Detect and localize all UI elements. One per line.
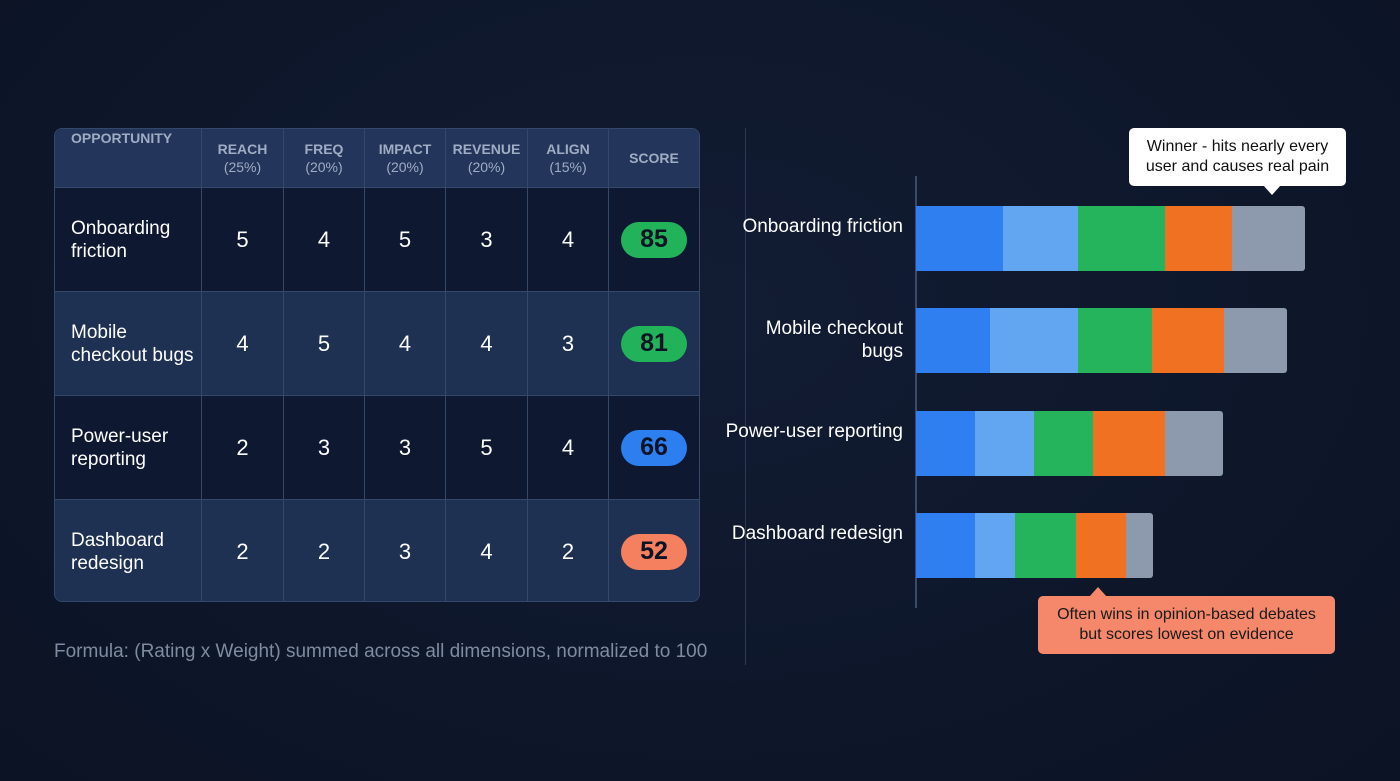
rating-cell: 5 — [446, 396, 528, 500]
rating-cell: 2 — [284, 500, 365, 601]
table-row: Dashboard redesign 2 2 3 4 2 52 — [55, 500, 699, 601]
bar-segment-freq — [1002, 206, 1078, 271]
bar-segment-reach — [916, 206, 1003, 271]
rating-cell: 3 — [446, 188, 528, 292]
header-revenue: REVENUE (20%) — [446, 129, 528, 188]
bar-segment-align — [1164, 411, 1223, 476]
scoring-table: OPPORTUNITY REACH (25%) FREQ (20%) IMPACT (20%… — [54, 128, 700, 602]
table-row: Power-user reporting 2 3 3 5 4 66 — [55, 396, 699, 500]
rating-cell: 3 — [284, 396, 365, 500]
bar-segment-revenue — [1152, 308, 1224, 373]
bar-label: Mobile checkout bugs — [765, 318, 903, 362]
bar-segment-freq — [975, 411, 1035, 476]
rating-cell: 4 — [202, 292, 284, 396]
score-badge: 81 — [621, 325, 687, 362]
bar-segment-align — [1125, 513, 1153, 578]
score-badge: 85 — [621, 221, 687, 258]
header-label: REVENUE — [452, 141, 521, 157]
header-weight: (20%) — [467, 159, 506, 175]
bar-segment-align — [1223, 308, 1287, 373]
header-label: FREQ — [304, 141, 344, 157]
opportunity-name: Dashboard redesign — [55, 500, 202, 601]
header-align: ALIGN (15%) — [528, 129, 609, 188]
rating-cell: 5 — [365, 188, 446, 292]
header-score: SCORE — [609, 129, 699, 188]
stacked-bar — [916, 513, 1153, 578]
header-reach: REACH (25%) — [202, 129, 284, 188]
score-cell: 81 — [609, 292, 699, 396]
opportunity-name: Power-user reporting — [55, 396, 202, 500]
bar-segment-freq — [975, 513, 1015, 578]
header-weight: (25%) — [223, 159, 262, 175]
score-cell: 66 — [609, 396, 699, 500]
opportunity-name: Mobile checkout bugs — [55, 292, 202, 396]
header-impact: IMPACT (20%) — [365, 129, 446, 188]
rating-cell: 4 — [365, 292, 446, 396]
rating-cell: 3 — [365, 396, 446, 500]
header-weight: (15%) — [549, 159, 587, 175]
winner-callout: Winner - hits nearly every user and caus… — [1129, 128, 1346, 195]
formula-note: Formula: (Rating x Weight) summed across… — [54, 641, 708, 662]
table-row: Mobile checkout bugs 4 5 4 4 3 81 — [55, 292, 699, 396]
score-cell: 52 — [609, 500, 699, 601]
header-freq: FREQ (20%) — [284, 129, 365, 188]
bar-segment-reach — [916, 308, 991, 373]
bar-segment-reach — [916, 411, 976, 476]
opportunity-name: Onboarding friction — [55, 188, 202, 292]
bar-label: Power-user reporting — [725, 421, 903, 442]
header-weight: (20%) — [386, 159, 424, 175]
rating-cell: 5 — [202, 188, 284, 292]
header-weight: (20%) — [305, 159, 343, 175]
rating-cell: 2 — [202, 500, 284, 601]
bar-segment-revenue — [1164, 206, 1232, 271]
bar-segment-revenue — [1075, 513, 1126, 578]
header-label: IMPACT — [378, 141, 432, 157]
rating-cell: 2 — [528, 500, 609, 601]
header-label: ALIGN — [546, 141, 590, 157]
header-label: SCORE — [629, 150, 679, 166]
divider — [745, 128, 746, 665]
chart-axis — [915, 176, 917, 608]
table-header: OPPORTUNITY REACH (25%) FREQ (20%) IMPACT (20%… — [55, 129, 699, 188]
table-row: Onboarding friction 5 4 5 3 4 85 — [55, 188, 699, 292]
bar-segment-impact — [1077, 308, 1153, 373]
rating-cell: 3 — [365, 500, 446, 601]
rating-cell: 4 — [446, 500, 528, 601]
bar-segment-freq — [990, 308, 1078, 373]
rating-cell: 4 — [528, 188, 609, 292]
stacked-bar — [916, 411, 1223, 476]
bar-label: Dashboard redesign — [731, 523, 903, 544]
stacked-bar — [916, 308, 1287, 373]
header-opportunity: OPPORTUNITY — [55, 129, 202, 188]
rating-cell: 4 — [528, 396, 609, 500]
rating-cell: 5 — [284, 292, 365, 396]
bar-segment-reach — [916, 513, 976, 578]
opinion-callout: Often wins in opinion-based debates but … — [1038, 587, 1335, 654]
bar-segment-impact — [1077, 206, 1165, 271]
header-label: OPPORTUNITY — [71, 130, 173, 146]
rating-cell: 4 — [284, 188, 365, 292]
bar-segment-revenue — [1093, 411, 1165, 476]
bar-segment-impact — [1014, 513, 1076, 578]
rating-cell: 3 — [528, 292, 609, 396]
score-cell: 85 — [609, 188, 699, 292]
bar-segment-impact — [1034, 411, 1094, 476]
rating-cell: 2 — [202, 396, 284, 500]
bar-segment-align — [1231, 206, 1305, 271]
header-label: REACH — [217, 141, 268, 157]
score-badge: 66 — [621, 429, 687, 466]
bar-label: Onboarding friction — [742, 216, 903, 237]
score-badge: 52 — [621, 533, 687, 570]
rating-cell: 4 — [446, 292, 528, 396]
stacked-bar — [916, 206, 1305, 271]
